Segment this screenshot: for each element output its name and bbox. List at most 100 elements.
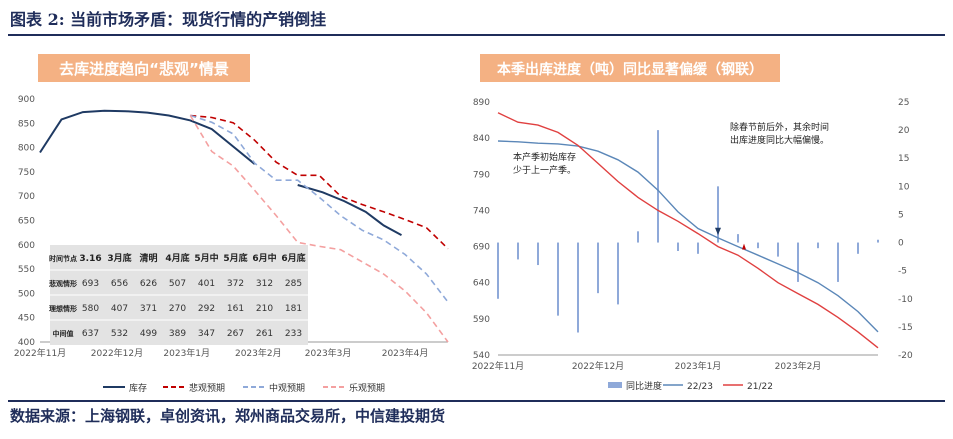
left-y-tick-label: 750 — [18, 168, 35, 178]
right-legend-label: 22/23 — [687, 382, 713, 392]
left-table-cell: 233 — [285, 329, 302, 339]
left-table-cell: 656 — [111, 279, 128, 289]
left-table-header: 6月中 — [252, 252, 276, 264]
right-annotation-text: 少于上一产季。 — [513, 164, 576, 176]
left-table-cell: 499 — [140, 329, 157, 339]
left-y-tick-label: 650 — [18, 217, 35, 227]
right-bar — [817, 242, 819, 249]
right-y-right-tick: 20 — [898, 126, 910, 136]
left-series-line-1 — [190, 114, 449, 250]
left-y-tick-label: 600 — [18, 241, 35, 251]
left-table-cell: 267 — [227, 329, 244, 339]
right-y-right-tick: -15 — [898, 323, 913, 333]
left-table-cell: 637 — [82, 329, 99, 339]
right-bar — [877, 239, 879, 243]
left-x-tick-label: 2023年4月 — [382, 347, 429, 359]
right-x-tick-label: 2022年11月 — [472, 360, 524, 372]
left-table-cell: 270 — [169, 304, 186, 314]
left-table-cell: 371 — [140, 304, 157, 314]
right-legend-label: 同比进度 — [626, 380, 662, 392]
left-table-cell: 532 — [111, 329, 128, 339]
left-legend-label: 乐观预期 — [349, 382, 385, 394]
left-series-line-0 — [39, 109, 402, 236]
left-table-row-label: 理想情形 — [49, 304, 77, 313]
left-y-tick-label: 500 — [18, 289, 35, 299]
left-table-cell: 372 — [227, 279, 244, 289]
right-annotation-text: 除春节前后外，其余时间 — [730, 121, 829, 133]
left-x-tick-label: 2022年11月 — [14, 347, 66, 359]
bottom-rule — [8, 400, 945, 402]
right-chart-title: 本季出库进度（吨）同比显著偏缓（钢联） — [497, 61, 763, 78]
left-table-cell: 285 — [285, 279, 302, 289]
right-bar — [617, 242, 619, 305]
right-y-left-tick: 640 — [473, 279, 490, 289]
right-bar — [537, 242, 539, 266]
left-table-cell: 210 — [256, 304, 273, 314]
right-bar — [677, 242, 679, 251]
left-table-cell: 580 — [82, 304, 99, 314]
right-bar — [577, 242, 579, 333]
source-note: 数据来源：上海钢联，卓创资讯，郑州商品交易所，中信建投期货 — [10, 407, 446, 425]
right-bar — [637, 231, 639, 243]
right-y-left-tick: 540 — [473, 351, 490, 361]
right-bar — [657, 130, 659, 243]
right-y-right-tick: 10 — [898, 182, 910, 192]
left-table-header: 3.16 — [79, 254, 101, 264]
right-annotation-arrow — [715, 227, 721, 236]
right-bar — [717, 186, 719, 243]
left-table-header: 5月底 — [223, 252, 247, 264]
right-bar — [497, 242, 499, 299]
right-bar — [597, 242, 599, 294]
right-y-left-tick: 790 — [473, 170, 490, 180]
right-y-left-tick: 690 — [473, 243, 490, 253]
right-y-right-tick: 5 — [898, 210, 904, 220]
right-legend-swatch — [608, 382, 622, 388]
right-annotation-text: 出库进度同比大幅偏慢。 — [730, 134, 829, 146]
right-y-right-tick: 0 — [898, 239, 904, 249]
left-table-row-label: 悲观情形 — [49, 279, 77, 288]
right-y-left-tick: 840 — [473, 134, 490, 144]
right-series-line-0 — [497, 140, 879, 333]
left-table-cell: 292 — [198, 304, 215, 314]
right-title-box — [480, 54, 780, 82]
right-y-left-tick: 890 — [473, 98, 490, 108]
right-bar — [697, 242, 699, 254]
figure-title: 图表 2: 当前市场矛盾：现货行情的产销倒挂 — [10, 10, 327, 29]
right-bar — [797, 242, 799, 282]
right-x-tick-label: 2023年1月 — [675, 360, 722, 372]
right-bar — [517, 242, 519, 260]
right-y-right-tick: -5 — [898, 267, 907, 277]
left-table-header: 时间节点 — [49, 254, 77, 263]
left-y-tick-label: 700 — [18, 192, 35, 202]
left-table-cell: 389 — [169, 329, 186, 339]
left-x-tick-label: 2023年2月 — [235, 347, 282, 359]
right-y-left-tick: 740 — [473, 206, 490, 216]
left-legend-label: 中观预期 — [269, 382, 305, 394]
left-table-header: 5月中 — [194, 252, 218, 264]
right-annotation-arrow — [742, 243, 746, 250]
right-chart-panel: 本季出库进度（吨）同比显著偏缓（钢联） 540 590 640 690 740 790 840… — [468, 42, 945, 398]
left-x-tick-label: 2022年12月 — [91, 347, 143, 359]
left-y-tick-label: 850 — [18, 119, 35, 129]
left-legend-label: 悲观预期 — [189, 382, 225, 394]
left-title-box — [38, 54, 250, 82]
right-y-left-tick: 590 — [473, 315, 490, 325]
left-chart-title: 去库进度趋向“悲观”情景 — [59, 60, 229, 78]
left-table-cell: 693 — [82, 279, 99, 289]
right-annotation-text: 本产季初始库存 — [513, 151, 576, 163]
left-table-cell: 347 — [198, 329, 215, 339]
right-chart: 本季出库进度（吨）同比显著偏缓（钢联） 540 590 640 690 740 790 840… — [472, 54, 913, 392]
right-x-tick-label: 2023年2月 — [775, 360, 822, 372]
left-x-tick-label: 2023年1月 — [163, 347, 210, 359]
right-bar — [837, 242, 839, 282]
left-chart: 去库进度趋向“悲观”情景 400 450 500 550 600 650 700 750 800 8… — [14, 54, 449, 394]
right-bar — [557, 242, 559, 316]
right-bar — [757, 242, 759, 249]
right-y-right-tick: -10 — [898, 295, 913, 305]
right-legend-label: 21/22 — [747, 382, 773, 392]
top-rule — [8, 34, 945, 36]
left-table-header: 6月底 — [281, 252, 305, 264]
left-series-line-2 — [190, 114, 449, 303]
right-y-right-tick: 15 — [898, 154, 909, 164]
left-table-cell: 161 — [227, 304, 244, 314]
